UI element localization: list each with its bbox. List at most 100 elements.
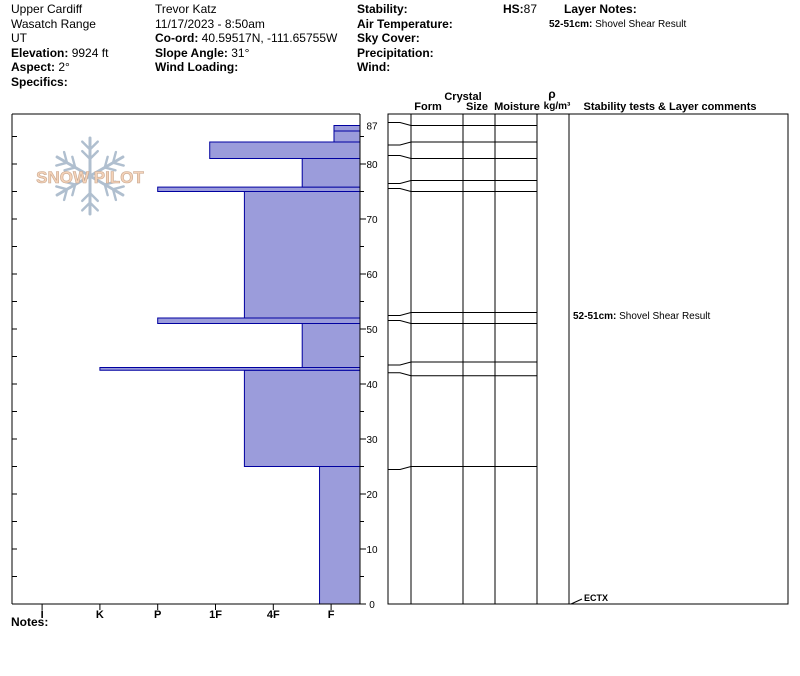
snowflake-branch [81,140,92,151]
layer-connector [388,188,412,192]
snowpilot-logo: SNOW PILOT [36,136,145,216]
snowflake-branch [55,185,69,191]
snowflake-branch [55,161,69,167]
header-right: Stability: Air Temperature: Sky Cover: P… [357,2,453,75]
hardness-tick-label: F [328,609,335,621]
density-symbol: ρ [548,87,555,101]
annotation-text: Shovel Shear Result [619,311,710,322]
hardness-tick-label: 4F [267,609,280,621]
depth-tick-label: 0 [369,600,375,611]
specifics: Specifics: [11,75,108,90]
precipitation-label: Precipitation: [357,45,434,60]
hs-label: HS: [503,2,524,16]
layer-lines [388,122,537,470]
hardness-bar [157,317,361,324]
snowflake-branch [111,150,118,164]
snowflake-branch [63,166,77,172]
elevation: Elevation: 9924 ft [11,46,108,61]
specifics-label: Specifics: [11,74,68,89]
layer-table-border [387,113,789,605]
hardness-bar [243,191,361,319]
slope-angle: Slope Angle: 31° [155,46,337,61]
snowflake-icon [55,136,125,216]
stability-annotation: 52-51cm: Shovel Shear Result [573,311,711,322]
snow-height: HS:87 [503,2,537,17]
slope-value: 31° [231,45,250,60]
snowflake-branch [71,183,77,197]
snowflake-arm [55,174,92,197]
snowflake-branch [88,149,99,161]
layer-connector [388,320,412,324]
hardness-bar [333,125,361,132]
hs-value: 87 [523,2,538,16]
elevation-label: Elevation: [11,45,69,60]
stability-test-label: ECTX [584,593,608,603]
aspect-label: Aspect: [11,60,56,74]
snowflake-branch [88,191,99,203]
layer-connector [388,372,412,377]
hardness-bar [157,186,361,193]
stability-label: Stability: [357,2,408,16]
aspect: Aspect: 2° [11,60,108,75]
layer-connector [388,361,412,366]
layer-connector [388,141,412,146]
wind-loading-label: Wind Loading: [155,60,239,74]
hardness-tick-label: 1F [209,609,222,621]
annotation-depth: 52-51cm: [573,311,619,322]
snowflake-arm [88,155,125,178]
snowflake-branch [103,155,109,169]
depth-tick-label: 20 [366,490,378,501]
size-header: Size [466,101,488,113]
snowflake-branch [103,180,117,186]
layer-connector [388,155,412,159]
snowflake-branch [111,161,125,167]
depth-tick-label: 10 [366,545,378,556]
state: UT [11,31,27,45]
snowflake-branch [81,201,92,212]
stability-header: Stability tests & Layer comments [583,101,756,113]
snowflake-branch [111,188,118,202]
moisture-header: Moisture [494,101,540,113]
snowflake-branch [81,191,92,203]
annotation-pointer [570,598,583,605]
coordinates: Co-ord: 40.59517N, -111.65755W [155,31,337,46]
observation-datetime: 11/17/2023 - 8:50am [155,16,265,31]
hardness-tick-label: P [154,609,161,621]
header-left: Upper Cardiff Wasatch Range UT Elevation… [11,2,108,89]
snowflake-branch [71,155,77,169]
hardness-bar [209,141,361,159]
layer-table-frame [387,113,789,605]
snowflake-branch [62,150,69,164]
wind-loading: Wind Loading: [155,60,337,75]
wind-label: Wind: [357,60,391,74]
snowflake-branch [111,185,125,191]
depth-tick-label: 80 [366,160,378,171]
density-unit: kg/m³ [544,101,571,112]
snowflake-branch [88,140,99,151]
crystal-header: Crystal [444,91,481,103]
snowflake-branch [103,166,117,172]
snowflake-arm [88,174,125,197]
snowflake-branch [81,149,92,161]
snowflake-arm [55,155,92,178]
form-header: Form [414,101,442,113]
hardness-axis: I K P 1F 4F F [41,604,335,621]
snowflake-branch [63,180,77,186]
sky-cover-label: Sky Cover: [357,31,420,45]
layer-notes-label: Layer Notes: [564,2,637,16]
air-temperature-label: Air Temperature: [357,16,453,31]
layer-notes-heading: Layer Notes: [564,2,637,17]
hardness-bar [319,466,361,605]
layer-note-entry: 52-51cm: Shovel Shear Result [549,18,686,33]
header-middle: Trevor Katz 11/17/2023 - 8:50am Co-ord: … [155,2,337,75]
notes-label: Notes: [11,615,49,629]
mountain-range: Wasatch Range [11,16,96,31]
snowflake-branch [62,188,69,202]
hardness-bar [333,130,361,143]
layer-connector [388,312,412,316]
column-headers: Crystal Form Size Moisture ρ kg/m³ Stabi… [414,87,756,113]
depth-tick-label: 87 [366,122,378,133]
logo-text: SNOW PILOT [36,168,144,187]
notes: Notes: [11,615,48,630]
